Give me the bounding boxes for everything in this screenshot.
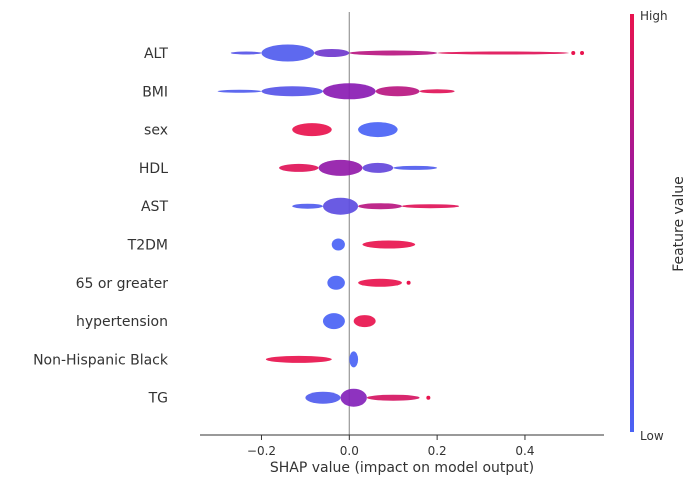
feature-row	[217, 83, 455, 100]
shap-density-mark	[340, 388, 367, 407]
feature-labels: ALT BMI sex HDL AST T2DM 65 or greater hyperten…	[33, 46, 169, 407]
shap-density-mark	[261, 44, 315, 62]
feature-row	[292, 197, 460, 215]
feature-label: 65 or greater	[76, 276, 169, 292]
shap-density-mark	[402, 204, 460, 209]
feature-label: ALT	[144, 46, 168, 62]
colorbar-title: Feature value	[671, 176, 687, 272]
shap-density-mark	[305, 391, 341, 404]
shap-density-mark	[362, 162, 394, 173]
shap-density-mark	[419, 89, 455, 94]
feature-row	[331, 238, 416, 251]
shap-density-mark	[322, 197, 359, 215]
x-tick-label: 0.4	[515, 444, 534, 458]
shap-outlier-point	[426, 395, 431, 400]
feature-label: AST	[141, 199, 168, 215]
x-tick-label: 0.2	[428, 444, 447, 458]
shap-density-mark	[362, 240, 416, 249]
feature-label: T2DM	[127, 238, 168, 254]
feature-label: TG	[148, 391, 168, 407]
shap-density-mark	[292, 123, 332, 137]
shap-density-mark	[261, 86, 323, 97]
shap-density-mark	[331, 238, 345, 251]
colorbar	[630, 14, 634, 432]
feature-row	[327, 275, 411, 290]
shap-density-mark	[230, 51, 262, 55]
shap-outlier-point	[406, 280, 411, 285]
shap-outlier-point	[580, 51, 585, 55]
feature-row	[279, 159, 438, 176]
shap-density-mark	[314, 49, 350, 57]
shap-density-mark	[318, 159, 363, 176]
shap-density-mark	[366, 394, 420, 401]
shap-density-mark	[358, 278, 403, 287]
feature-row	[265, 351, 359, 368]
x-tick-label: −0.2	[247, 444, 276, 458]
shap-density-mark	[322, 83, 376, 100]
x-axis-ticks: −0.2 0.0 0.2 0.4	[247, 435, 535, 458]
feature-label: hypertension	[76, 314, 168, 330]
shap-density-mark	[375, 86, 420, 97]
shap-density-mark	[292, 203, 323, 209]
shap-density-mark	[393, 165, 438, 170]
shap-density-mark	[358, 203, 403, 210]
x-axis-title: SHAP value (impact on model output)	[270, 460, 534, 476]
shap-density-mark	[349, 351, 359, 368]
feature-label: BMI	[142, 84, 168, 100]
feature-row	[322, 313, 376, 330]
shap-density-mark	[279, 163, 319, 172]
feature-label: Non-Hispanic Black	[33, 352, 169, 368]
feature-label: sex	[144, 123, 168, 139]
colorbar-high-label: High	[640, 9, 668, 23]
shap-density-mark	[349, 50, 438, 56]
shap-density-mark	[358, 122, 398, 138]
colorbar-low-label: Low	[640, 429, 664, 443]
x-tick-label: 0.0	[340, 444, 359, 458]
shap-density-mark	[437, 51, 569, 55]
shap-density-mark	[265, 355, 332, 363]
shap-density-mark	[353, 315, 376, 328]
shap-outlier-point	[571, 51, 576, 55]
shap-density-mark	[217, 89, 262, 93]
shap-density-mark	[322, 313, 345, 330]
shap-density-mark	[327, 275, 345, 290]
feature-label: HDL	[139, 161, 168, 177]
feature-row	[305, 388, 431, 407]
feature-row	[230, 44, 585, 62]
feature-row	[292, 122, 398, 138]
plot-area	[217, 44, 585, 407]
